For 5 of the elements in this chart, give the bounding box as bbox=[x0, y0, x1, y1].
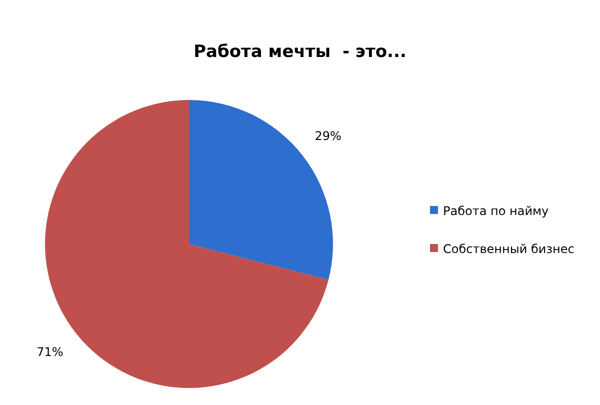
legend-label: Собственный бизнес bbox=[443, 242, 574, 256]
data-label: 71% bbox=[36, 344, 64, 359]
legend-label: Работа по найму bbox=[443, 204, 549, 218]
data-label: 29% bbox=[314, 129, 342, 144]
chart-title: Работа мечты - это... bbox=[194, 42, 406, 62]
